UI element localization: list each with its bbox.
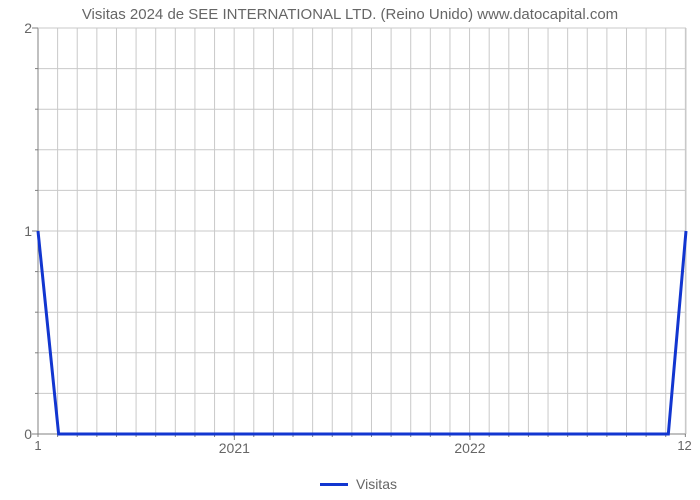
plot-area: 01220212022112 [38,28,686,434]
x-range-start-label: 1 [34,434,41,453]
legend-line [320,483,348,486]
y-tick-label: 1 [24,223,38,239]
x-tick-label: 2021 [219,434,250,456]
plot-svg [38,28,686,434]
legend-label: Visitas [356,476,397,492]
x-tick-label: 2022 [454,434,485,456]
x-range-end-label: 12 [677,434,691,453]
y-tick-label: 2 [24,20,38,36]
chart-container: Visitas 2024 de SEE INTERNATIONAL LTD. (… [0,0,700,500]
chart-title: Visitas 2024 de SEE INTERNATIONAL LTD. (… [0,6,700,23]
legend: Visitas [320,476,397,492]
